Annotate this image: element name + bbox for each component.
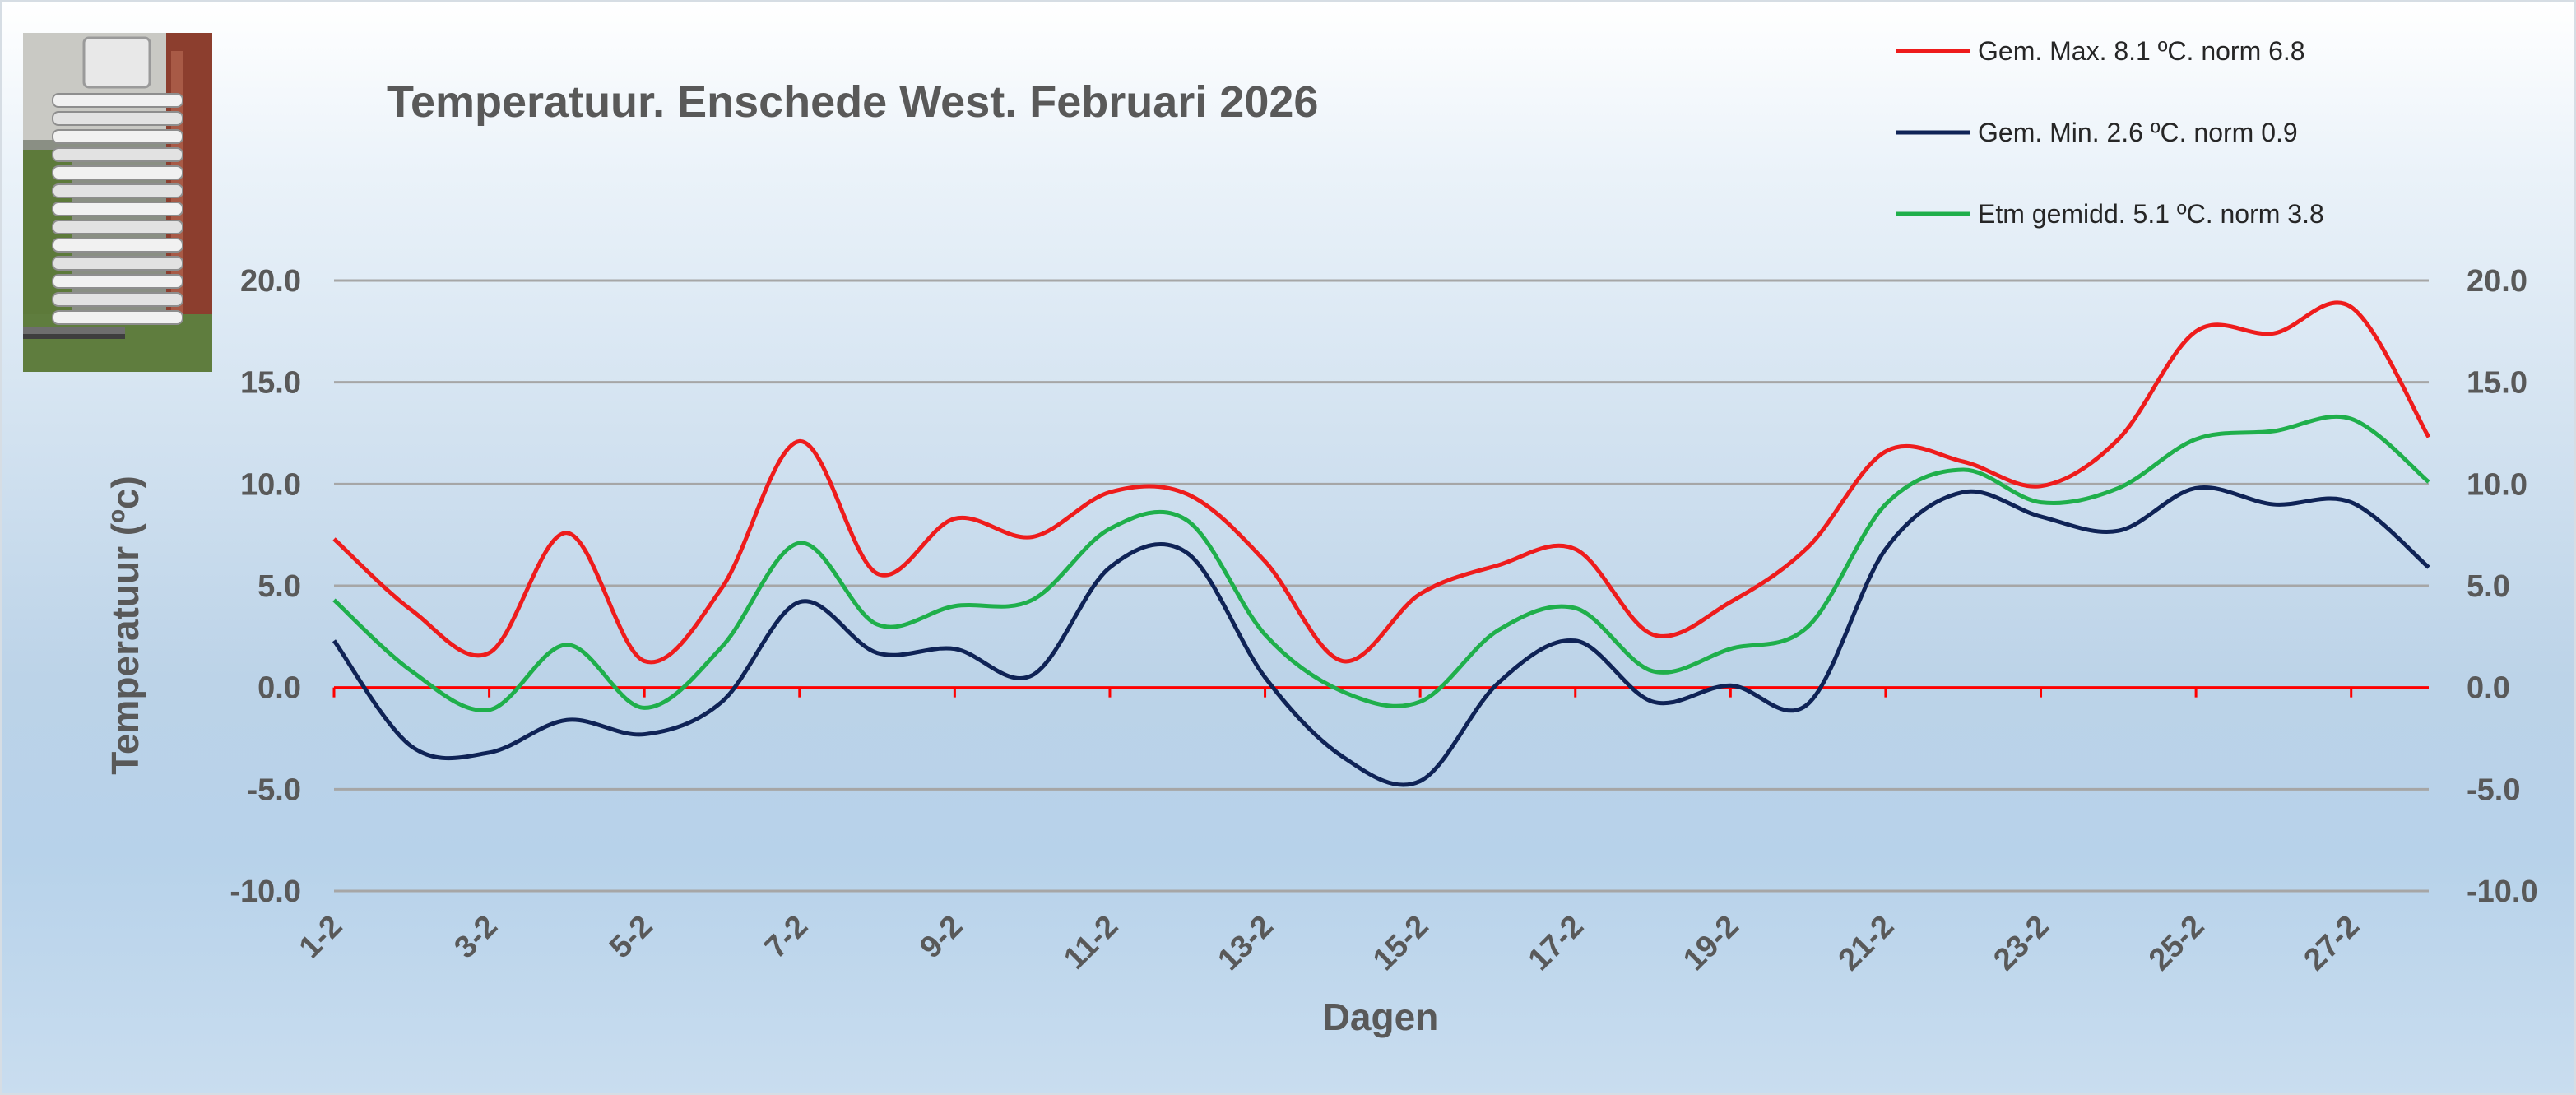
louvre-slat xyxy=(52,292,183,307)
y-tick-label-right: 15.0 xyxy=(2467,366,2527,401)
y-axis-left: -10.0 -5.0 0.0 5.0 10.0 15.0 20.0 xyxy=(230,264,301,909)
y-axis-title: Temperatuur (ºc) xyxy=(104,476,146,775)
chart-title: Temperatuur. Enschede West. Februari 202… xyxy=(387,77,1318,127)
weather-station-photo xyxy=(23,33,212,372)
y-tick-label-left: 20.0 xyxy=(240,264,301,299)
louvre-slat xyxy=(52,93,183,108)
louvre-slat xyxy=(52,310,183,325)
legend-label: Gem. Min. 2.6 ºC. norm 0.9 xyxy=(1978,118,2298,147)
louvre-slat xyxy=(52,183,183,198)
series-line-1 xyxy=(332,485,2430,787)
y-tick-label-left: -10.0 xyxy=(230,875,301,909)
x-tick-label: 1-2 xyxy=(293,909,350,966)
x-tick-label: 23-2 xyxy=(1987,909,2055,977)
x-tick-label: 7-2 xyxy=(759,909,815,966)
louvre-slat xyxy=(52,274,183,289)
grid-lines xyxy=(334,279,2429,893)
louvre-slat xyxy=(52,256,183,271)
y-tick-label-right: 0.0 xyxy=(2467,671,2510,706)
x-tick-label: 15-2 xyxy=(1367,909,1435,977)
x-tick-label: 17-2 xyxy=(1522,909,1590,977)
series-line-2 xyxy=(332,414,2430,712)
y-tick-label-right: 10.0 xyxy=(2467,467,2527,502)
louvre-slat xyxy=(52,238,183,253)
louvre-slat xyxy=(52,165,183,180)
legend: Gem. Max. 8.1 ºC. norm 6.8 Gem. Min. 2.6 … xyxy=(1896,36,2324,229)
x-tick-label: 21-2 xyxy=(1832,909,1901,977)
y-tick-label-left: 0.0 xyxy=(258,671,301,706)
y-tick-label-left: 5.0 xyxy=(258,569,301,604)
series-line-0 xyxy=(332,300,2431,665)
x-tick-label: 3-2 xyxy=(448,909,504,966)
x-tick-label: 27-2 xyxy=(2298,909,2366,977)
y-tick-label-left: -5.0 xyxy=(248,773,301,807)
series-lines xyxy=(332,300,2431,787)
x-axis-title: Dagen xyxy=(1323,995,1439,1038)
legend-label: Etm gemidd. 5.1 ºC. norm 3.8 xyxy=(1978,199,2324,229)
x-tick-label: 25-2 xyxy=(2142,909,2211,977)
y-tick-label-right: 20.0 xyxy=(2467,264,2527,299)
y-axis-right: -10.0 -5.0 0.0 5.0 10.0 15.0 20.0 xyxy=(2467,264,2538,909)
x-tick-label: 11-2 xyxy=(1057,909,1125,977)
louvre-slat xyxy=(52,220,183,234)
y-tick-label-right: -10.0 xyxy=(2467,875,2538,909)
x-tick-label: 9-2 xyxy=(913,909,970,966)
x-tick-label: 19-2 xyxy=(1677,909,1745,977)
louvre-slat xyxy=(52,147,183,162)
louvre-slat xyxy=(52,129,183,144)
x-tick-label: 5-2 xyxy=(603,909,660,966)
y-tick-label-left: 10.0 xyxy=(240,467,301,502)
y-tick-label-left: 15.0 xyxy=(240,366,301,401)
x-tick-label: 13-2 xyxy=(1211,909,1279,977)
louvre-slat xyxy=(52,202,183,216)
louvre-slat xyxy=(52,111,183,126)
x-axis: 1-2 3-2 5-2 7-2 9-2 11-2 13-2 15-2 17-2 19-2 21-2 2… xyxy=(293,687,2366,977)
y-tick-label-right: -5.0 xyxy=(2467,773,2520,807)
y-tick-label-right: 5.0 xyxy=(2467,569,2510,604)
legend-label: Gem. Max. 8.1 ºC. norm 6.8 xyxy=(1978,36,2305,66)
